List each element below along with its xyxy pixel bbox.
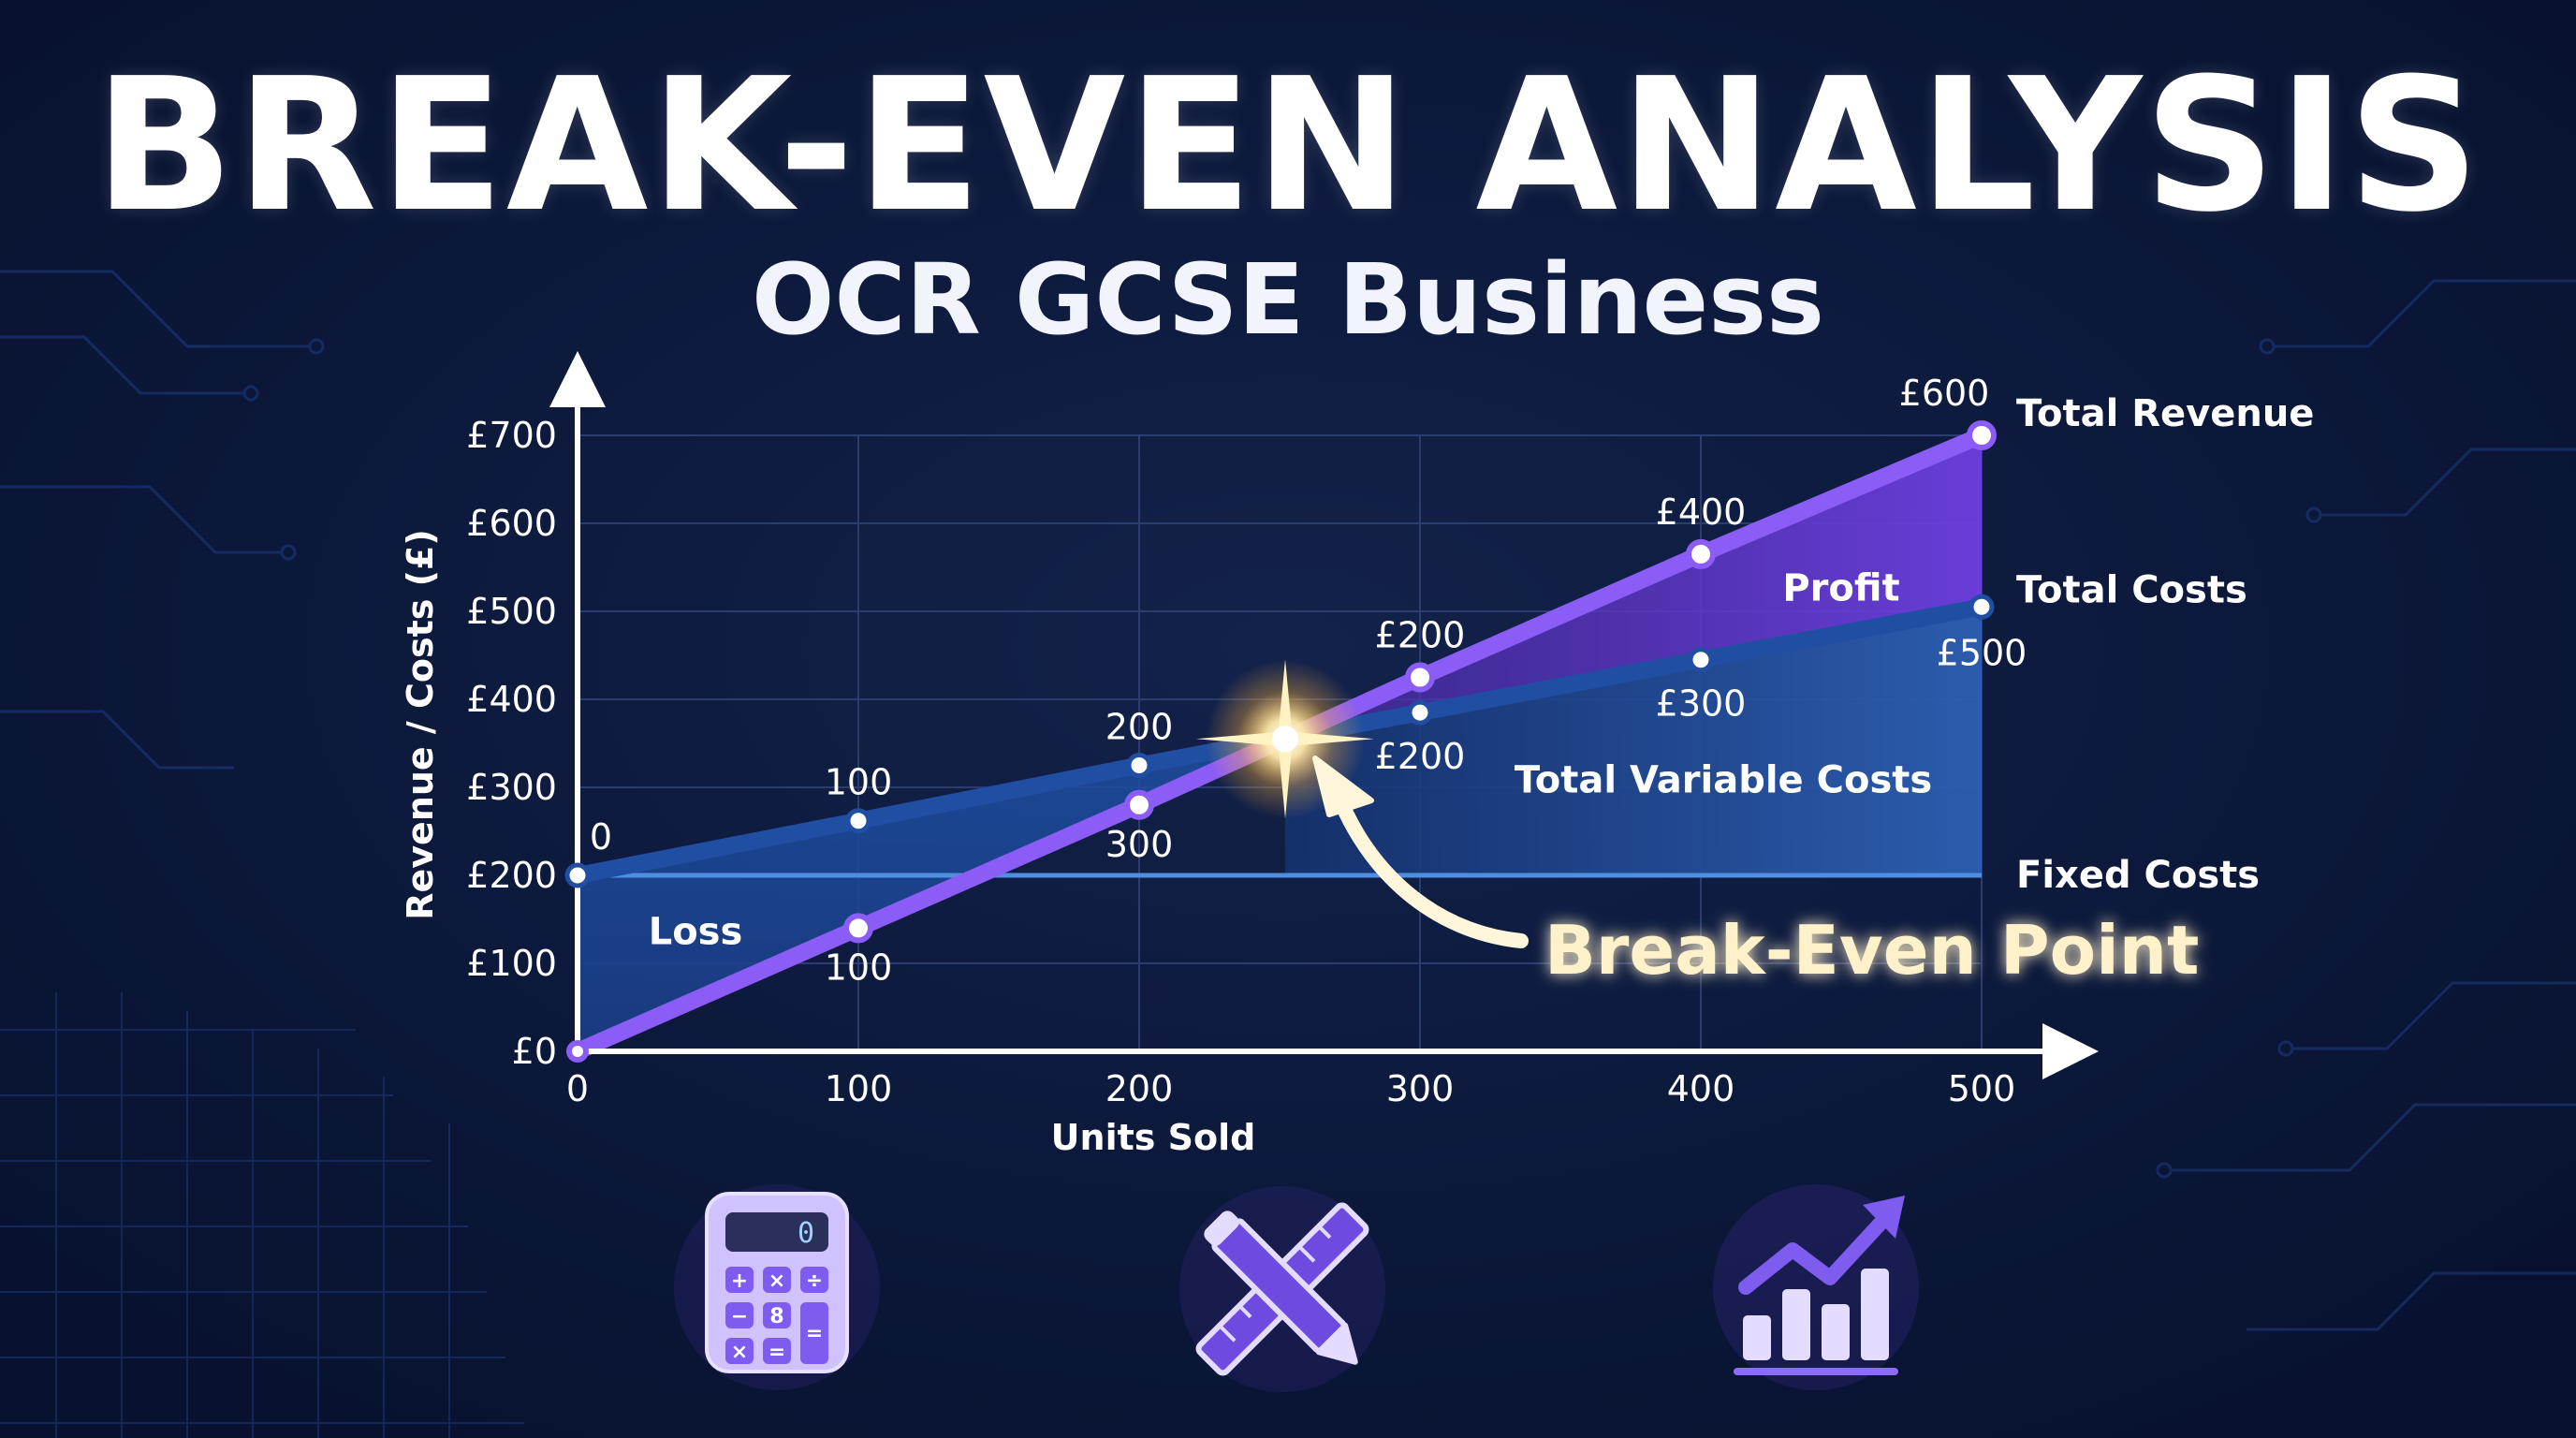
svg-text:×: ×: [731, 1341, 748, 1364]
loss-label: Loss: [649, 910, 743, 953]
revenue-point-label: 300: [1105, 824, 1174, 865]
chart-labels: 0 100 200 300 400 500 £0 £100 £200 £300 £400 £500 £6…: [400, 373, 2314, 1158]
y-tick-label: £300: [466, 767, 557, 808]
profit-label: Profit: [1782, 567, 1899, 610]
x-tick-label: 0: [566, 1068, 589, 1109]
costs-point-label: £500: [1937, 632, 2027, 673]
grid-pattern-left: [0, 992, 524, 1438]
y-tick-label: £0: [512, 1031, 557, 1072]
svg-text:=: =: [806, 1322, 823, 1345]
svg-text:8: 8: [769, 1305, 783, 1328]
y-tick-label: £500: [466, 591, 557, 632]
y-tick-label: £600: [466, 503, 557, 544]
costs-point-label: 200: [1105, 707, 1174, 748]
x-tick-label: 100: [825, 1068, 893, 1109]
revenue-point: [1124, 789, 1154, 820]
svg-text:+: +: [731, 1269, 748, 1293]
total-revenue-label: Total Revenue: [2016, 392, 2314, 435]
costs-point: [1969, 594, 1995, 620]
total-costs-label: Total Costs: [2016, 568, 2247, 611]
revenue-point-label: £400: [1656, 492, 1747, 533]
x-tick-label: 200: [1105, 1068, 1174, 1109]
y-axis-label: Revenue / Costs (£): [400, 529, 441, 920]
revenue-point: [566, 1040, 589, 1063]
revenue-point: [1405, 662, 1435, 693]
costs-point-label: 100: [825, 762, 893, 803]
revenue-point: [1967, 420, 1997, 450]
circuit-lines-right: [2156, 279, 2576, 1331]
costs-point-label: £200: [1375, 736, 1466, 777]
svg-text:=: =: [768, 1341, 785, 1364]
break-even-point: [1272, 726, 1298, 753]
y-tick-label: £700: [466, 415, 557, 456]
fixed-costs-label: Fixed Costs: [2016, 854, 2260, 897]
revenue-point: [1686, 538, 1716, 569]
costs-point-label: 0: [590, 816, 612, 858]
costs-point: [564, 862, 591, 888]
break-even-label: Break-Even Point: [1544, 911, 2199, 990]
revenue-point: [843, 913, 873, 944]
y-tick-label: £400: [466, 679, 557, 720]
break-even-arrow: [1329, 784, 1529, 948]
svg-text:÷: ÷: [806, 1269, 823, 1293]
costs-point: [1126, 753, 1152, 778]
chart-points: [564, 420, 1997, 1063]
costs-point: [845, 808, 871, 834]
svg-text:0: 0: [798, 1217, 814, 1250]
growth-chart-icon: [1713, 1184, 1919, 1390]
costs-point: [1407, 699, 1433, 726]
costs-point-label: £300: [1656, 683, 1747, 725]
x-tick-label: 400: [1667, 1068, 1735, 1109]
revenue-point-label: £200: [1375, 615, 1466, 656]
x-tick-label: 500: [1948, 1068, 2016, 1109]
y-tick-label: £200: [466, 855, 557, 896]
page-subtitle: OCR GCSE Business: [751, 242, 1825, 357]
variable-costs-area: [1285, 607, 1982, 875]
x-axis-label: Units Sold: [1051, 1117, 1256, 1158]
calculator-icon: 0 + × ÷ −8 = × =: [674, 1184, 880, 1390]
break-even-group: Break-Even Point: [1196, 659, 2199, 990]
costs-point: [1688, 647, 1714, 673]
circuit-lines-left: [0, 270, 325, 770]
revenue-point-label: £600: [1899, 373, 1990, 414]
chart-axes: [549, 351, 2099, 1079]
svg-text:−: −: [731, 1305, 748, 1328]
variable-costs-label: Total Variable Costs: [1515, 759, 1932, 802]
revenue-point-label: 100: [825, 946, 893, 988]
y-tick-label: £100: [466, 943, 557, 984]
page-title: BREAK-EVEN ANALYSIS: [94, 39, 2482, 253]
x-tick-label: 300: [1386, 1068, 1455, 1109]
ruler-pencil-icon: [1179, 1186, 1385, 1392]
svg-text:×: ×: [768, 1269, 785, 1293]
break-even-arrowhead: [1312, 756, 1374, 817]
